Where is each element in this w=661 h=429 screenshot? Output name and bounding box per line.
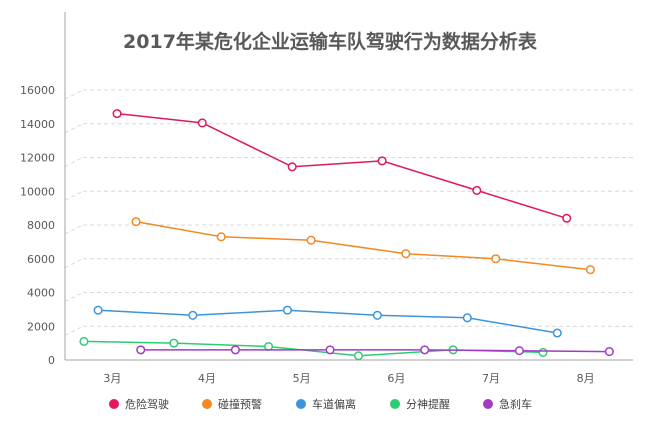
- data-point: [472, 185, 482, 195]
- x-tick-label: 3月: [103, 372, 121, 385]
- data-point: [604, 347, 614, 357]
- data-point: [377, 156, 387, 166]
- grid-line-slant: [64, 190, 84, 201]
- data-point: [306, 235, 316, 245]
- data-point: [188, 310, 198, 320]
- y-tick-label: 16000: [20, 84, 55, 97]
- data-point: [79, 336, 89, 346]
- legend-marker: [202, 399, 212, 409]
- y-tick-label: 14000: [20, 118, 55, 131]
- data-point: [491, 254, 501, 264]
- data-point: [353, 351, 364, 361]
- legend-label: 急刹车: [499, 397, 532, 411]
- data-point: [287, 162, 297, 172]
- series-line-2: [135, 220, 591, 271]
- legend-label: 危险驾驶: [125, 397, 169, 411]
- series-line-5: [140, 349, 610, 353]
- x-tick-label: 5月: [293, 372, 311, 385]
- x-tick-label: 8月: [577, 372, 595, 385]
- data-point: [462, 313, 472, 323]
- x-tick-label: 6月: [387, 372, 405, 385]
- data-point: [325, 345, 335, 355]
- grid-line-slant: [64, 157, 84, 167]
- data-point: [552, 328, 562, 338]
- chart-title: 2017年某危化企业运输车队驾驶行为数据分析表: [123, 30, 538, 53]
- y-tick-label: 12000: [20, 152, 55, 165]
- x-tick-label: 7月: [482, 372, 500, 385]
- data-point: [514, 346, 524, 356]
- legend: 危险驾驶 碰撞预警 车道偏离 分神提醒 急刹车: [109, 397, 532, 411]
- data-point: [401, 249, 411, 259]
- grid-line-slant: [64, 224, 84, 235]
- data-point: [136, 345, 146, 355]
- legend-label: 分神提醒: [406, 397, 450, 411]
- data-point: [562, 213, 572, 223]
- legend-marker: [483, 399, 493, 409]
- series-line-1: [117, 112, 567, 220]
- grid-line-slant: [64, 258, 84, 269]
- series-group: [79, 109, 614, 361]
- y-tick-label: 8000: [27, 219, 55, 232]
- legend-label: 碰撞预警: [218, 397, 262, 411]
- grid-line-slant: [64, 123, 84, 134]
- legend-label: 车道偏离: [312, 397, 356, 411]
- grid-line-slant: [64, 325, 84, 336]
- y-tick-label: 6000: [27, 253, 55, 266]
- legend-marker: [296, 399, 306, 409]
- legend-marker: [109, 399, 119, 409]
- data-point: [282, 305, 293, 315]
- legend-marker: [390, 399, 400, 409]
- grid-line-slant: [64, 89, 84, 100]
- data-point: [197, 118, 207, 128]
- y-tick-label: 10000: [20, 185, 55, 198]
- data-point: [131, 217, 141, 227]
- y-tick-label: 4000: [27, 287, 55, 300]
- series-line-4: [83, 340, 544, 357]
- data-point: [230, 345, 240, 355]
- data-point: [372, 310, 382, 320]
- grid-line-slant: [64, 292, 84, 302]
- y-tick-label: 0: [48, 354, 55, 367]
- data-point: [112, 109, 122, 119]
- series-line-3: [98, 309, 558, 334]
- axes: [64, 12, 633, 361]
- x-axis-ticks: 3月 4月 5月 6月 7月 8月: [103, 372, 594, 385]
- data-point: [216, 232, 226, 242]
- data-point: [538, 347, 548, 357]
- y-tick-label: 2000: [27, 320, 55, 333]
- data-point: [93, 305, 103, 315]
- data-point: [169, 338, 179, 348]
- x-tick-label: 4月: [198, 372, 216, 385]
- y-axis-ticks: 0 2000 4000 6000 8000 10000 12000 14000 16000: [20, 84, 55, 367]
- data-point: [420, 345, 430, 355]
- grid-lines: [64, 89, 633, 336]
- data-point: [585, 265, 595, 275]
